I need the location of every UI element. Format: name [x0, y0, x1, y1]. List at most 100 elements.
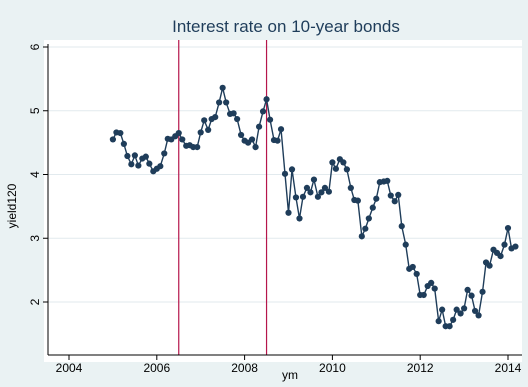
data-point-49 — [288, 166, 296, 173]
data-point-94 — [453, 306, 460, 313]
data-point-18 — [175, 129, 182, 137]
data-point-85 — [420, 291, 427, 299]
data-point-51 — [296, 215, 303, 222]
data-point-31 — [223, 99, 230, 106]
series-points — [109, 84, 519, 330]
y-tick-label-2: 4 — [28, 171, 42, 178]
data-point-67 — [354, 197, 361, 204]
x-tick-label-2: 2008 — [231, 361, 258, 375]
data-point-90 — [439, 306, 446, 313]
data-point-110 — [512, 243, 519, 250]
data-point-89 — [435, 318, 442, 325]
data-point-53 — [303, 184, 311, 191]
data-point-55 — [310, 176, 318, 183]
data-point-61 — [332, 165, 340, 172]
y-tick-label-3: 5 — [28, 107, 42, 114]
data-point-93 — [450, 316, 457, 323]
y-axis-title: yield120 — [5, 183, 19, 228]
data-point-40 — [255, 123, 263, 130]
data-point-77 — [391, 198, 398, 205]
data-point-7 — [135, 162, 142, 169]
data-point-69 — [362, 225, 369, 232]
data-point-10 — [146, 160, 153, 167]
data-point-34 — [234, 115, 241, 123]
x-axis-title: ym — [282, 368, 298, 382]
y-tick-label-0: 2 — [28, 298, 42, 305]
data-point-19 — [179, 136, 186, 143]
data-point-106 — [497, 253, 504, 260]
data-point-98 — [468, 292, 475, 299]
data-point-58 — [321, 184, 329, 191]
chart-title: Interest rate on 10-year bonds — [172, 17, 400, 36]
data-point-2 — [117, 129, 124, 137]
data-point-92 — [446, 323, 453, 330]
y-tick-label-1: 3 — [28, 235, 42, 242]
data-point-47 — [281, 170, 289, 177]
data-point-65 — [347, 184, 354, 191]
data-point-80 — [402, 241, 409, 248]
data-point-57 — [318, 189, 325, 196]
data-point-97 — [464, 286, 471, 293]
data-point-63 — [340, 159, 347, 166]
data-point-0 — [109, 136, 116, 143]
data-point-41 — [259, 108, 267, 115]
data-point-26 — [205, 126, 212, 133]
data-point-96 — [461, 305, 468, 312]
data-point-3 — [120, 140, 127, 147]
data-point-71 — [369, 204, 376, 211]
data-point-100 — [475, 312, 482, 319]
data-point-88 — [431, 285, 438, 292]
data-point-99 — [471, 307, 479, 315]
data-point-30 — [219, 84, 226, 91]
data-point-42 — [263, 96, 270, 103]
data-point-25 — [201, 117, 208, 124]
data-point-28 — [212, 114, 219, 121]
data-point-9 — [142, 153, 149, 160]
data-point-103 — [486, 262, 493, 269]
data-point-72 — [373, 195, 380, 202]
axes: 2 3 4 5 6 2004 2006 2008 2010 2012 2014 — [28, 43, 522, 375]
data-point-50 — [292, 194, 300, 201]
x-tick-label-1: 2006 — [143, 361, 170, 375]
data-point-95 — [457, 310, 464, 317]
data-point-87 — [428, 279, 435, 286]
y-tick-label-4: 6 — [28, 43, 42, 50]
data-point-54 — [307, 189, 314, 196]
data-point-23 — [194, 143, 201, 151]
x-tick-label-4: 2012 — [407, 361, 434, 375]
data-point-79 — [398, 223, 405, 230]
data-point-39 — [252, 143, 259, 151]
x-tick-label-5: 2014 — [495, 361, 522, 375]
data-point-46 — [277, 126, 285, 133]
data-point-56 — [314, 193, 322, 200]
x-tick-label-0: 2004 — [56, 361, 83, 375]
data-point-76 — [387, 192, 394, 199]
data-point-4 — [124, 152, 131, 160]
data-point-64 — [343, 166, 350, 173]
data-point-59 — [325, 188, 332, 195]
plot-background — [44, 40, 522, 362]
data-point-35 — [237, 131, 245, 139]
data-point-24 — [197, 129, 204, 136]
data-point-6 — [131, 152, 138, 159]
data-point-82 — [409, 263, 416, 271]
data-point-29 — [216, 99, 223, 106]
reference-lines — [178, 40, 268, 355]
data-point-38 — [248, 136, 256, 143]
data-point-13 — [157, 163, 164, 170]
data-point-48 — [285, 209, 292, 216]
data-point-75 — [384, 177, 391, 184]
data-point-52 — [299, 193, 307, 200]
x-tick-label-3: 2010 — [319, 361, 346, 375]
data-point-33 — [230, 110, 237, 117]
data-point-83 — [413, 270, 420, 278]
data-point-70 — [365, 215, 372, 222]
data-point-78 — [395, 191, 402, 198]
data-point-68 — [358, 233, 365, 240]
data-point-5 — [128, 161, 135, 168]
data-point-60 — [329, 159, 336, 166]
data-point-108 — [504, 224, 512, 232]
data-point-45 — [274, 137, 281, 144]
